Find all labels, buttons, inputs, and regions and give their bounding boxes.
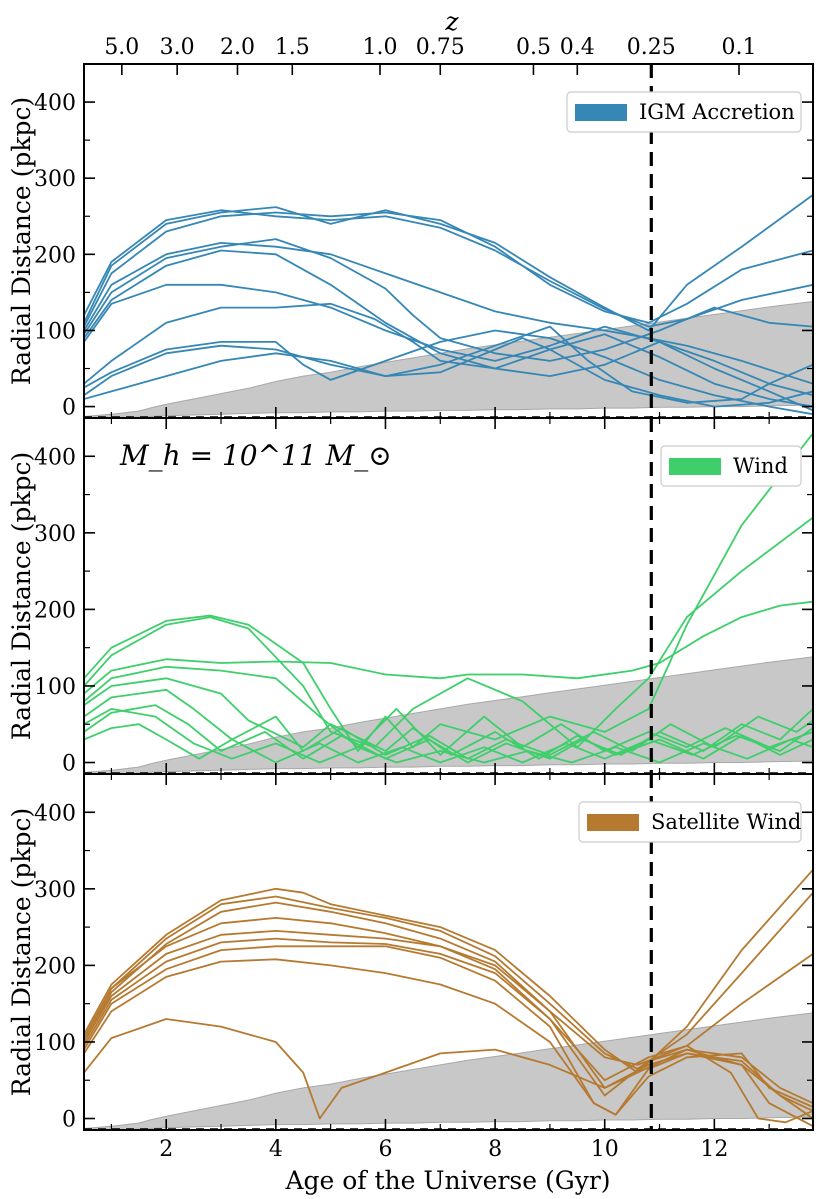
legend-label: Wind [733, 454, 788, 478]
top-tick-label: 5.0 [104, 35, 139, 60]
y-tick-label: 0 [62, 1108, 76, 1133]
y-tick-label: 200 [34, 243, 76, 268]
trajectory-line-1 [84, 869, 813, 1074]
trajectory-line-11 [84, 337, 813, 408]
legend-label: Satellite Wind [651, 810, 801, 834]
trajectory-line-2 [84, 892, 813, 1070]
trajectory-line-5 [84, 238, 813, 362]
trajectory-line-3 [84, 901, 813, 1066]
halo-radius-band [84, 1012, 813, 1130]
trajectory-line-2 [84, 516, 813, 749]
legend: Wind [660, 445, 802, 487]
y-tick-label: 300 [34, 878, 76, 903]
y-tick-label: 100 [34, 675, 76, 700]
trajectory-line-7 [84, 283, 813, 412]
y-tick-label: 400 [34, 801, 76, 826]
trajectory-line-3 [84, 600, 813, 695]
trajectory-line-4 [84, 242, 813, 385]
y-tick-label: 300 [34, 522, 76, 547]
y-tick-label: 100 [34, 319, 76, 344]
x-tick-label: 6 [378, 1137, 392, 1162]
legend-swatch [669, 458, 721, 475]
trajectory-line-1 [84, 432, 813, 752]
y-tick-label: 400 [34, 445, 76, 470]
x-axis-ticks: 2 4 6 8 10 12 [159, 1137, 728, 1162]
y-tick-label: 0 [62, 396, 76, 421]
halo-mass-annotation: M_h = 10^11 M_⊙ [119, 439, 392, 472]
plot-area [84, 774, 813, 1130]
top-tick-label: 3.0 [160, 35, 195, 60]
trajectory-line-10 [84, 325, 813, 404]
legend-frame [660, 445, 802, 487]
y-tick-label: 100 [34, 1031, 76, 1056]
top-axis-ticks: 5.0 3.0 2.0 1.5 1.0 0.75 0.5 0.4 0.25 0.1 [104, 35, 757, 75]
trajectory-line-6 [84, 688, 813, 760]
trajectory-line-2 [84, 211, 813, 328]
halo-radius-band [84, 300, 813, 418]
y-tick-label: 300 [34, 167, 76, 192]
legend-swatch [587, 814, 639, 831]
legend-frame [566, 91, 802, 133]
top-tick-label: 0.1 [722, 35, 757, 60]
y-tick-label: 200 [34, 598, 76, 623]
trajectory-line-7 [84, 704, 813, 764]
top-tick-label: 0.5 [516, 35, 551, 60]
top-tick-label: 1.0 [362, 35, 397, 60]
trajectory-line-5 [84, 677, 813, 760]
top-tick-label: 0.25 [627, 35, 676, 60]
y-tick-label: 200 [34, 954, 76, 979]
x-tick-label: 2 [159, 1137, 173, 1162]
trajectory-line-3 [84, 209, 813, 328]
y-axis-label: Radial Distance (pkpc) [7, 808, 36, 1096]
x-tick-label: 10 [591, 1137, 619, 1162]
x-tick-label: 8 [488, 1137, 502, 1162]
top-tick-label: 2.0 [220, 35, 255, 60]
panel-frame [83, 773, 814, 1131]
legend: Satellite Wind [578, 801, 802, 843]
y-axis-label: Radial Distance (pkpc) [7, 452, 36, 740]
trajectory-line-9 [84, 708, 813, 764]
x-tick-label: 12 [700, 1137, 728, 1162]
trajectory-line-6 [84, 249, 813, 397]
y-tick-label: 0 [62, 752, 76, 777]
trajectory-line-9 [84, 329, 813, 416]
trajectory-line-4 [84, 930, 813, 1112]
trajectory-line-8 [84, 302, 813, 408]
y-tick-label: 400 [34, 91, 76, 116]
legend-frame [578, 801, 802, 843]
plot-area [84, 418, 813, 774]
top-axis-label: z [444, 7, 459, 36]
halo-radius-band [84, 656, 813, 774]
top-tick-label: 1.5 [275, 35, 310, 60]
legend-swatch [575, 104, 627, 121]
trajectory-line-1 [84, 194, 813, 332]
x-axis-label: Age of the Universe (Gyr) [284, 1166, 610, 1195]
y-axis-label: Radial Distance (pkpc) [7, 97, 36, 385]
trajectory-line-4 [84, 665, 813, 756]
trajectory-line-5 [84, 937, 813, 1105]
legend: IGM Accretion [566, 91, 802, 133]
legend-label: IGM Accretion [639, 100, 795, 124]
top-tick-label: 0.75 [416, 35, 465, 60]
top-tick-label: 0.4 [560, 35, 595, 60]
trajectory-line-9 [84, 917, 813, 1124]
x-tick-label: 4 [269, 1137, 283, 1162]
